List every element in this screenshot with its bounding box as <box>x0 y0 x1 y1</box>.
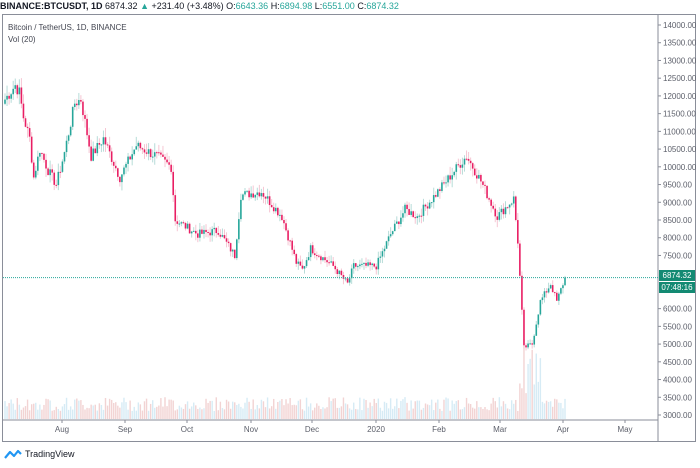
close-value: 6874.32 <box>366 1 399 11</box>
price-tick-label: 9500.00 <box>663 181 692 190</box>
low-value: 6551.00 <box>322 1 355 11</box>
price-tick-label: 13000.00 <box>663 56 697 65</box>
brand-name: TradingView <box>25 449 75 459</box>
price-tick-label: 11500.00 <box>663 110 696 119</box>
price-change: +231.40 (+3.48%) <box>151 1 224 11</box>
time-axis[interactable]: Aug Sep Oct Nov Dec 2020 Feb Mar Apr May <box>55 420 633 434</box>
price-tick-label: 10000.00 <box>663 163 697 172</box>
time-tick-label: Dec <box>305 425 319 434</box>
change-up-icon: ▲ <box>140 1 150 11</box>
time-tick-label: Feb <box>432 425 446 434</box>
price-tick-label: 8500.00 <box>663 216 692 225</box>
open-value: 6643.36 <box>235 1 269 11</box>
tradingview-logo[interactable]: TradingView <box>4 447 75 461</box>
candles <box>4 78 566 351</box>
time-tick-label: Sep <box>118 425 133 434</box>
price-tick-label: 5000.00 <box>663 340 692 349</box>
price-axis[interactable]: 14000.00 13500.00 13000.00 12500.00 12000.00… <box>658 21 697 420</box>
price-tick-label: 3500.00 <box>663 393 692 402</box>
last-price-badge: 6874.32 <box>659 270 695 281</box>
last-price: 6874.32 <box>105 1 138 11</box>
price-tick-label: 12500.00 <box>663 74 697 83</box>
tradingview-logo-icon <box>4 449 22 459</box>
volume-bars <box>4 339 566 419</box>
price-tick-label: 10500.00 <box>663 145 697 154</box>
price-tick-label: 12000.00 <box>663 92 697 101</box>
price-tick-label: 14000.00 <box>663 21 697 30</box>
price-tick-label: 5500.00 <box>663 322 692 331</box>
time-tick-label: May <box>617 425 632 434</box>
chart-frame[interactable] <box>2 14 696 442</box>
price-tick-label: 7500.00 <box>663 251 692 260</box>
countdown-badge: 07:48:16 <box>659 282 695 293</box>
symbol-header: BINANCE:BTCUSDT, 1D 6874.32 ▲ +231.40 (+… <box>0 0 700 14</box>
high-label: H: <box>270 1 280 11</box>
price-tick-label: 13500.00 <box>663 39 697 48</box>
price-tick-label: 6000.00 <box>663 305 692 314</box>
close-label: C: <box>357 1 367 11</box>
price-tick-label: 4500.00 <box>663 358 692 367</box>
time-tick-label: 2020 <box>367 425 385 434</box>
volume-indicator-label[interactable]: Vol (20) <box>8 35 36 44</box>
time-tick-label: Aug <box>55 425 69 434</box>
time-tick-label: Oct <box>181 425 194 434</box>
high-value: 6894.98 <box>279 1 313 11</box>
price-tick-label: 11000.00 <box>663 127 696 136</box>
price-tick-label: 4000.00 <box>663 376 692 385</box>
time-tick-label: Nov <box>244 425 258 434</box>
open-label: O: <box>226 1 236 11</box>
chart-legend: Bitcoin / TetherUS, 1D, BINANCE Vol (20) <box>8 22 127 46</box>
time-tick-label: Mar <box>493 425 507 434</box>
price-tick-label: 8000.00 <box>663 234 692 243</box>
price-tick-label: 3000.00 <box>663 411 692 420</box>
low-label: L: <box>314 1 323 11</box>
series-title[interactable]: Bitcoin / TetherUS, 1D, BINANCE <box>8 23 127 32</box>
time-tick-label: Apr <box>557 425 570 434</box>
price-tick-label: 9000.00 <box>663 198 692 207</box>
symbol-interval: BINANCE:BTCUSDT, 1D <box>0 1 103 11</box>
